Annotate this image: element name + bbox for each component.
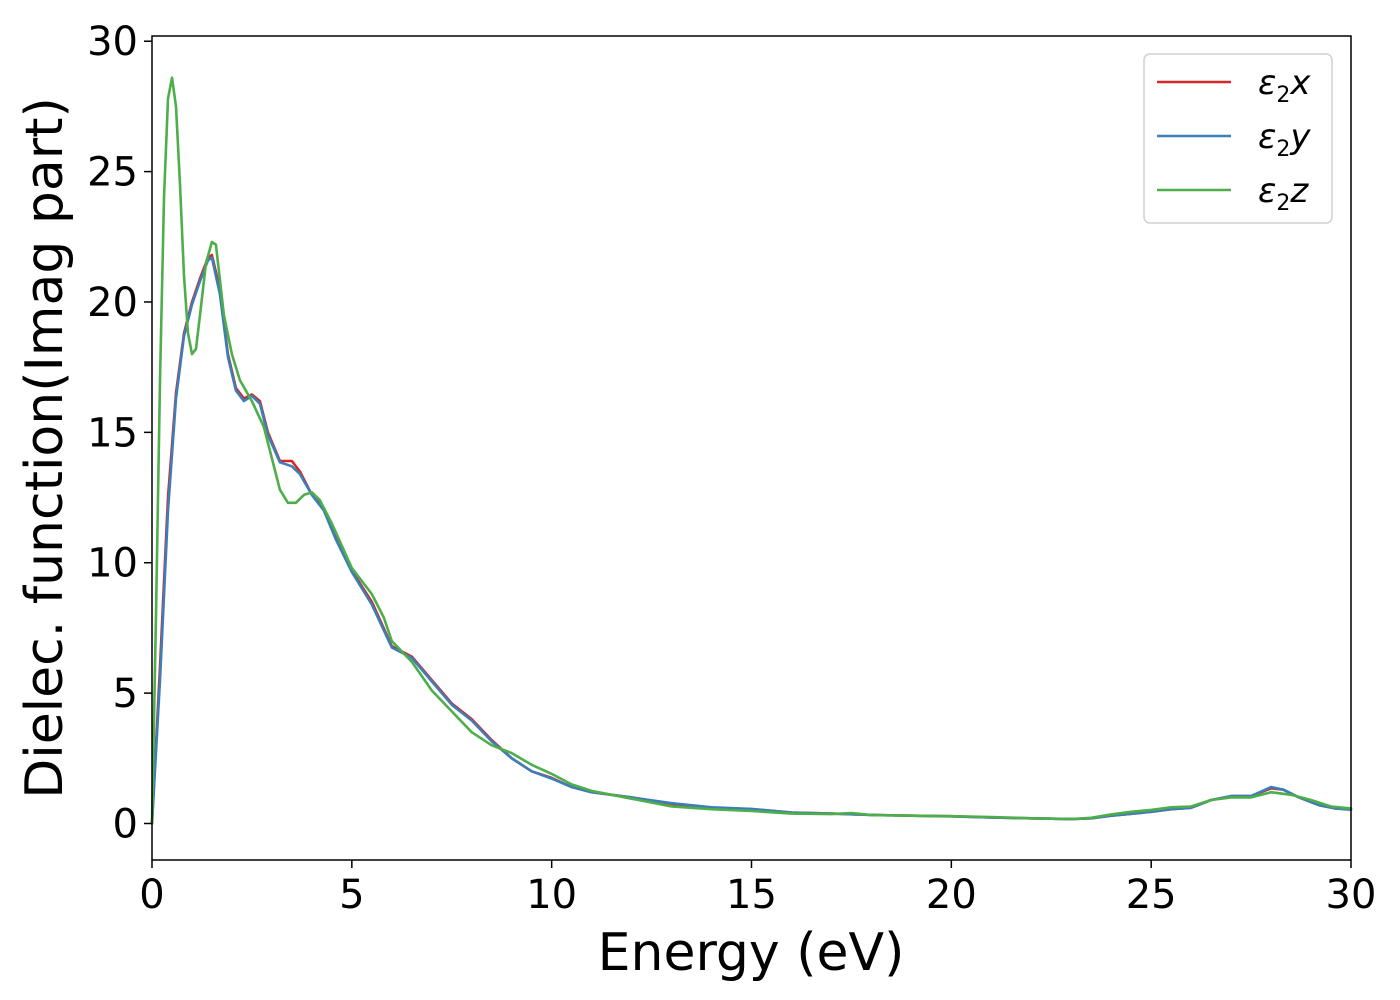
y-tick-label: 30 <box>87 19 138 65</box>
x-tick-label: 30 <box>1326 872 1377 918</box>
x-tick-label: 5 <box>339 872 364 918</box>
x-tick-label: 10 <box>526 872 577 918</box>
legend-label-y: ε2y <box>1258 117 1311 162</box>
y-tick-label: 15 <box>87 410 138 456</box>
legend: ε2x ε2y ε2z <box>1143 53 1333 224</box>
y-axis-title: Dielec. function(Imag part) <box>15 97 75 799</box>
series-line-z <box>150 76 1353 825</box>
x-tick-label: 0 <box>139 872 164 918</box>
legend-box <box>1143 53 1333 224</box>
y-tick-label: 10 <box>87 541 138 587</box>
legend-items: ε2x ε2y ε2z <box>1157 63 1311 216</box>
legend-label-z: ε2z <box>1258 171 1309 216</box>
x-axis-title: Energy (eV) <box>598 923 905 983</box>
y-tick-label: 20 <box>87 280 138 326</box>
series-line-y <box>150 256 1353 825</box>
x-tick-label: 15 <box>726 872 777 918</box>
x-axis-ticks: 0 5 10 15 20 25 30 <box>139 860 1376 918</box>
y-tick-label: 5 <box>113 671 138 717</box>
y-tick-label: 0 <box>113 801 138 847</box>
y-axis-ticks: 0 5 10 15 20 25 30 <box>87 19 152 847</box>
series-line-x <box>150 253 1353 825</box>
x-tick-label: 20 <box>926 872 977 918</box>
x-tick-label: 25 <box>1126 872 1177 918</box>
series-layer <box>150 76 1353 825</box>
y-tick-label: 25 <box>87 150 138 196</box>
legend-label-x: ε2x <box>1258 63 1311 108</box>
